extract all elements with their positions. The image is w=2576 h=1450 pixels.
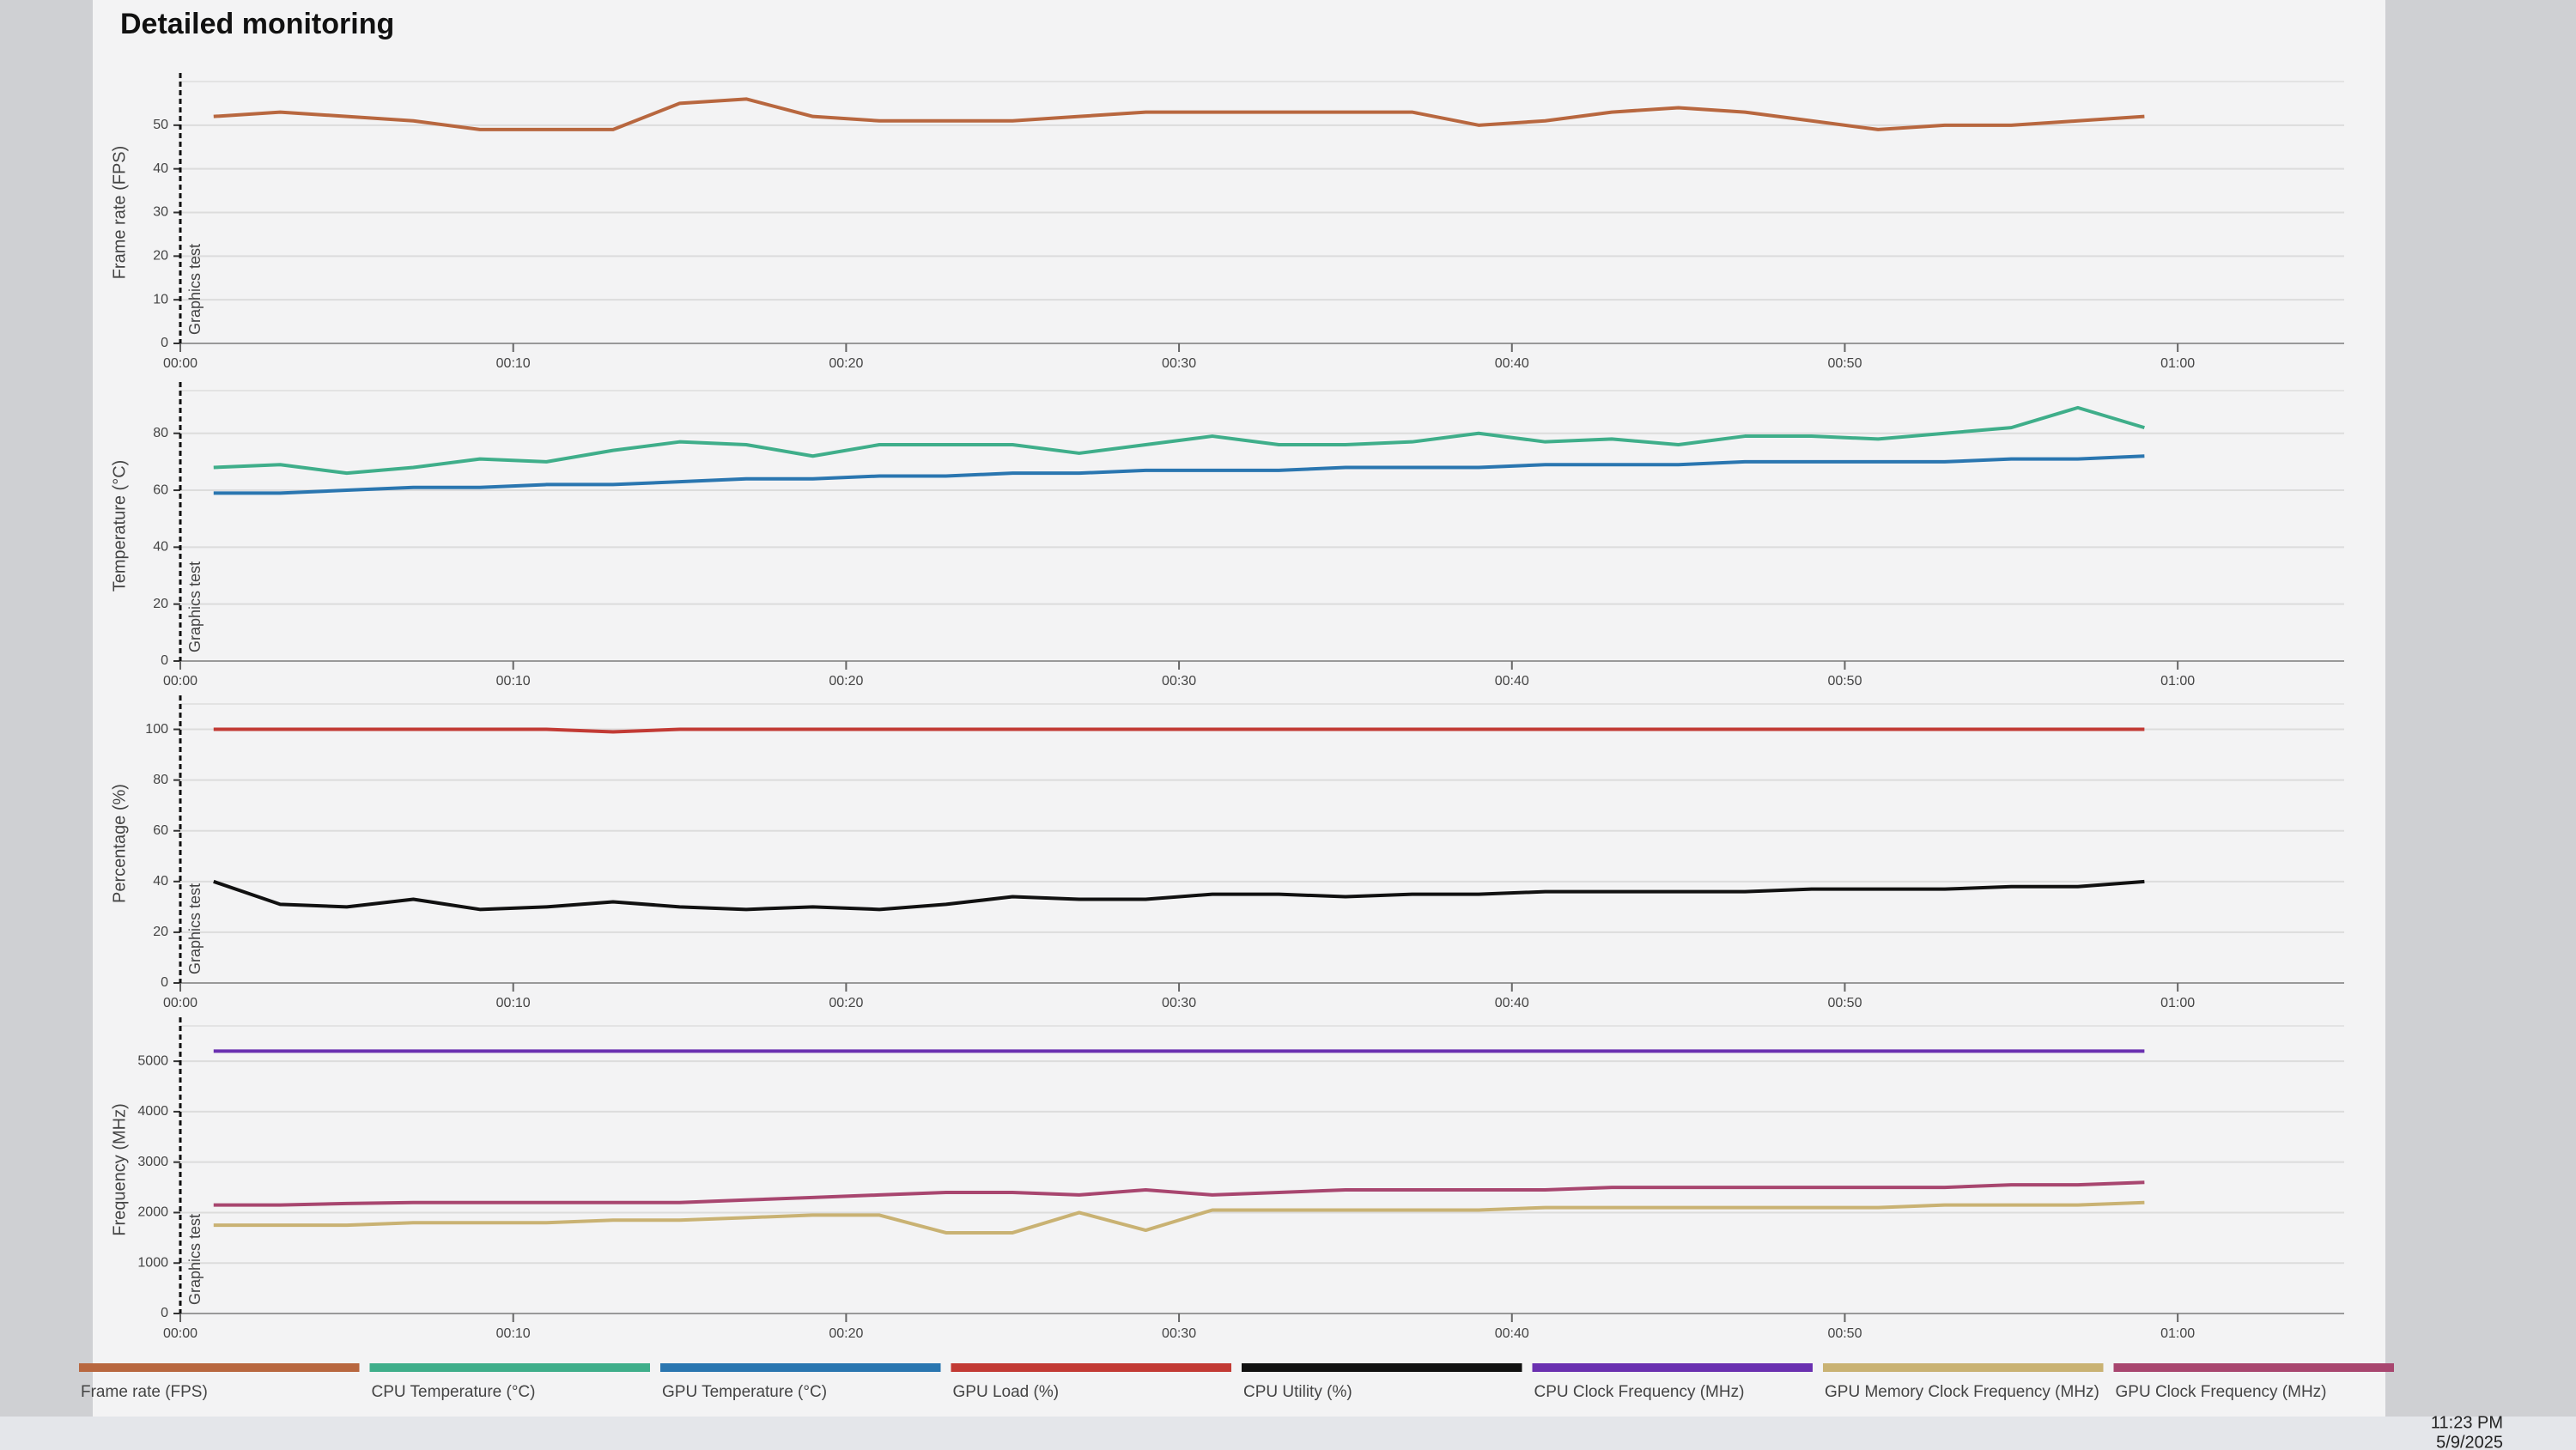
legend-label: GPU Temperature (°C): [662, 1383, 827, 1401]
x-tick-label: 00:00: [163, 996, 197, 1010]
y-axis-label: Frequency (MHz): [110, 1103, 129, 1235]
legend-swatch: [1532, 1363, 1813, 1372]
y-tick-label: 1000: [137, 1255, 168, 1270]
x-tick-label: 00:20: [829, 356, 863, 371]
y-tick-label: 40: [153, 540, 168, 555]
legend-swatch: [1242, 1363, 1522, 1372]
x-tick-label: 00:20: [829, 1326, 863, 1341]
x-tick-label: 01:00: [2160, 356, 2195, 371]
test-label: Graphics test: [186, 561, 204, 652]
legend-swatch: [660, 1363, 941, 1372]
x-tick-label: 00:50: [1827, 356, 1862, 371]
x-tick-label: 00:00: [163, 1326, 197, 1341]
page-title: Detailed monitoring: [120, 8, 394, 40]
x-tick-label: 00:20: [829, 674, 863, 689]
x-tick-label: 00:40: [1495, 356, 1529, 371]
x-tick-label: 01:00: [2160, 674, 2195, 689]
x-tick-label: 00:50: [1827, 674, 1862, 689]
y-tick-label: 10: [153, 292, 168, 306]
y-axis-label: Frame rate (FPS): [110, 146, 129, 280]
test-label: Graphics test: [186, 1214, 204, 1305]
legend-swatch: [2113, 1363, 2394, 1372]
taskbar-time: 11:23 PM: [2431, 1413, 2503, 1432]
x-tick-label: 01:00: [2160, 1326, 2195, 1341]
x-tick-label: 00:00: [163, 356, 197, 371]
x-tick-label: 00:40: [1495, 674, 1529, 689]
x-tick-label: 00:10: [496, 356, 531, 371]
series-line: [213, 1180, 2145, 1207]
y-tick-label: 0: [161, 975, 168, 990]
y-tick-label: 3000: [137, 1155, 168, 1169]
legend-label: CPU Clock Frequency (MHz): [1534, 1383, 1745, 1401]
series-line: [213, 1200, 2145, 1235]
y-tick-label: 100: [145, 722, 168, 737]
taskbar: [0, 1417, 2576, 1450]
series-line: [213, 405, 2145, 476]
y-tick-label: 50: [153, 118, 168, 132]
x-tick-label: 00:10: [496, 996, 531, 1010]
x-tick-label: 00:40: [1495, 996, 1529, 1010]
legend-label: CPU Temperature (°C): [372, 1383, 536, 1401]
test-label: Graphics test: [186, 883, 204, 974]
x-tick-label: 00:50: [1827, 996, 1862, 1010]
x-tick-label: 00:00: [163, 674, 197, 689]
x-tick-label: 00:30: [1162, 356, 1196, 371]
series-line: [213, 879, 2145, 912]
test-label: Graphics test: [186, 244, 204, 335]
y-tick-label: 0: [161, 336, 168, 350]
x-tick-label: 01:00: [2160, 996, 2195, 1010]
legend-label: GPU Load (%): [953, 1383, 1060, 1401]
y-tick-label: 20: [153, 925, 168, 939]
y-tick-label: 0: [161, 1306, 168, 1320]
y-axis-label: Temperature (°C): [110, 460, 129, 592]
y-tick-label: 40: [153, 874, 168, 889]
y-axis-label: Percentage (%): [110, 784, 129, 903]
legend-label: GPU Clock Frequency (MHz): [2116, 1383, 2327, 1401]
legend-label: Frame rate (FPS): [81, 1383, 208, 1401]
y-tick-label: 20: [153, 597, 168, 611]
legend-swatch: [79, 1363, 360, 1372]
taskbar-date: 5/9/2025: [2436, 1433, 2503, 1450]
legend-swatch: [1823, 1363, 2104, 1372]
x-tick-label: 00:20: [829, 996, 863, 1010]
legend-swatch: [369, 1363, 650, 1372]
x-tick-label: 00:30: [1162, 674, 1196, 689]
y-tick-label: 60: [153, 823, 168, 838]
x-tick-label: 00:10: [496, 1326, 531, 1341]
legend-swatch: [951, 1363, 1231, 1372]
y-tick-label: 40: [153, 161, 168, 176]
x-tick-label: 00:10: [496, 674, 531, 689]
legend-label: CPU Utility (%): [1243, 1383, 1352, 1401]
x-tick-label: 00:30: [1162, 1326, 1196, 1341]
y-tick-label: 20: [153, 249, 168, 264]
series-line: [213, 454, 2145, 495]
series-line: [213, 97, 2145, 131]
y-tick-label: 0: [161, 653, 168, 668]
x-tick-label: 00:40: [1495, 1326, 1529, 1341]
x-tick-label: 00:30: [1162, 996, 1196, 1010]
y-tick-label: 60: [153, 482, 168, 497]
y-tick-label: 2000: [137, 1205, 168, 1220]
legend-label: GPU Memory Clock Frequency (MHz): [1825, 1383, 2099, 1401]
x-tick-label: 00:50: [1827, 1326, 1862, 1341]
y-tick-label: 80: [153, 773, 168, 787]
y-tick-label: 80: [153, 426, 168, 440]
series-line: [213, 727, 2145, 734]
y-tick-label: 5000: [137, 1053, 168, 1068]
y-tick-label: 30: [153, 205, 168, 220]
panel: [93, 0, 2385, 1417]
y-tick-label: 4000: [137, 1104, 168, 1119]
